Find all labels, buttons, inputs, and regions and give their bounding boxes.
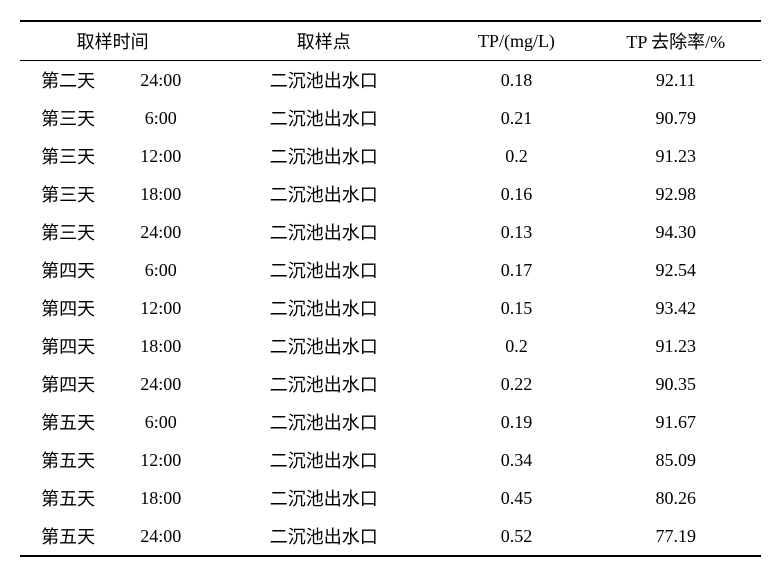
cell-time: 24:00 (116, 213, 205, 251)
cell-tp: 0.15 (442, 289, 590, 327)
table-row: 第三天 18:00 二沉池出水口 0.16 92.98 (20, 175, 761, 213)
cell-tp: 0.21 (442, 99, 590, 137)
header-sampling-time: 取样时间 (20, 21, 205, 61)
cell-tp: 0.45 (442, 479, 590, 517)
cell-rate: 92.54 (591, 251, 761, 289)
cell-day: 第五天 (20, 403, 116, 441)
cell-rate: 91.23 (591, 137, 761, 175)
cell-rate: 90.79 (591, 99, 761, 137)
cell-day: 第三天 (20, 213, 116, 251)
cell-day: 第五天 (20, 479, 116, 517)
table-row: 第五天 24:00 二沉池出水口 0.52 77.19 (20, 517, 761, 556)
cell-time: 6:00 (116, 99, 205, 137)
cell-rate: 90.35 (591, 365, 761, 403)
cell-rate: 92.98 (591, 175, 761, 213)
cell-tp: 0.2 (442, 327, 590, 365)
table-row: 第五天 6:00 二沉池出水口 0.19 91.67 (20, 403, 761, 441)
cell-time: 6:00 (116, 403, 205, 441)
cell-point: 二沉池出水口 (205, 327, 442, 365)
cell-point: 二沉池出水口 (205, 213, 442, 251)
table-row: 第五天 12:00 二沉池出水口 0.34 85.09 (20, 441, 761, 479)
cell-point: 二沉池出水口 (205, 137, 442, 175)
cell-rate: 93.42 (591, 289, 761, 327)
table-row: 第二天 24:00 二沉池出水口 0.18 92.11 (20, 61, 761, 100)
table-row: 第三天 24:00 二沉池出水口 0.13 94.30 (20, 213, 761, 251)
cell-day: 第五天 (20, 517, 116, 556)
cell-tp: 0.17 (442, 251, 590, 289)
cell-point: 二沉池出水口 (205, 99, 442, 137)
table-row: 第四天 18:00 二沉池出水口 0.2 91.23 (20, 327, 761, 365)
table-row: 第三天 12:00 二沉池出水口 0.2 91.23 (20, 137, 761, 175)
cell-point: 二沉池出水口 (205, 289, 442, 327)
cell-time: 18:00 (116, 327, 205, 365)
table-row: 第四天 12:00 二沉池出水口 0.15 93.42 (20, 289, 761, 327)
cell-time: 18:00 (116, 175, 205, 213)
cell-rate: 92.11 (591, 61, 761, 100)
header-sampling-point: 取样点 (205, 21, 442, 61)
cell-time: 6:00 (116, 251, 205, 289)
cell-day: 第三天 (20, 99, 116, 137)
cell-time: 24:00 (116, 517, 205, 556)
cell-point: 二沉池出水口 (205, 251, 442, 289)
cell-tp: 0.13 (442, 213, 590, 251)
header-tp-removal-rate: TP 去除率/% (591, 21, 761, 61)
cell-point: 二沉池出水口 (205, 175, 442, 213)
cell-point: 二沉池出水口 (205, 479, 442, 517)
cell-point: 二沉池出水口 (205, 61, 442, 100)
tp-removal-table: 取样时间 取样点 TP/(mg/L) TP 去除率/% 第二天 24:00 二沉… (20, 20, 761, 557)
cell-tp: 0.16 (442, 175, 590, 213)
cell-day: 第四天 (20, 251, 116, 289)
cell-day: 第三天 (20, 137, 116, 175)
cell-rate: 77.19 (591, 517, 761, 556)
header-tp-value: TP/(mg/L) (442, 21, 590, 61)
cell-rate: 85.09 (591, 441, 761, 479)
cell-time: 12:00 (116, 289, 205, 327)
cell-rate: 80.26 (591, 479, 761, 517)
cell-point: 二沉池出水口 (205, 365, 442, 403)
table-row: 第四天 6:00 二沉池出水口 0.17 92.54 (20, 251, 761, 289)
cell-time: 12:00 (116, 137, 205, 175)
cell-day: 第五天 (20, 441, 116, 479)
cell-time: 24:00 (116, 61, 205, 100)
table-row: 第五天 18:00 二沉池出水口 0.45 80.26 (20, 479, 761, 517)
cell-tp: 0.52 (442, 517, 590, 556)
cell-day: 第四天 (20, 365, 116, 403)
cell-rate: 91.23 (591, 327, 761, 365)
table-row: 第三天 6:00 二沉池出水口 0.21 90.79 (20, 99, 761, 137)
cell-tp: 0.18 (442, 61, 590, 100)
cell-day: 第四天 (20, 327, 116, 365)
cell-day: 第四天 (20, 289, 116, 327)
data-table-container: 取样时间 取样点 TP/(mg/L) TP 去除率/% 第二天 24:00 二沉… (20, 20, 761, 557)
cell-day: 第二天 (20, 61, 116, 100)
table-body: 第二天 24:00 二沉池出水口 0.18 92.11 第三天 6:00 二沉池… (20, 61, 761, 557)
cell-rate: 91.67 (591, 403, 761, 441)
cell-tp: 0.22 (442, 365, 590, 403)
table-header-row: 取样时间 取样点 TP/(mg/L) TP 去除率/% (20, 21, 761, 61)
cell-point: 二沉池出水口 (205, 517, 442, 556)
cell-point: 二沉池出水口 (205, 441, 442, 479)
cell-time: 18:00 (116, 479, 205, 517)
table-row: 第四天 24:00 二沉池出水口 0.22 90.35 (20, 365, 761, 403)
cell-tp: 0.19 (442, 403, 590, 441)
cell-tp: 0.34 (442, 441, 590, 479)
cell-day: 第三天 (20, 175, 116, 213)
cell-rate: 94.30 (591, 213, 761, 251)
cell-tp: 0.2 (442, 137, 590, 175)
cell-point: 二沉池出水口 (205, 403, 442, 441)
cell-time: 24:00 (116, 365, 205, 403)
cell-time: 12:00 (116, 441, 205, 479)
